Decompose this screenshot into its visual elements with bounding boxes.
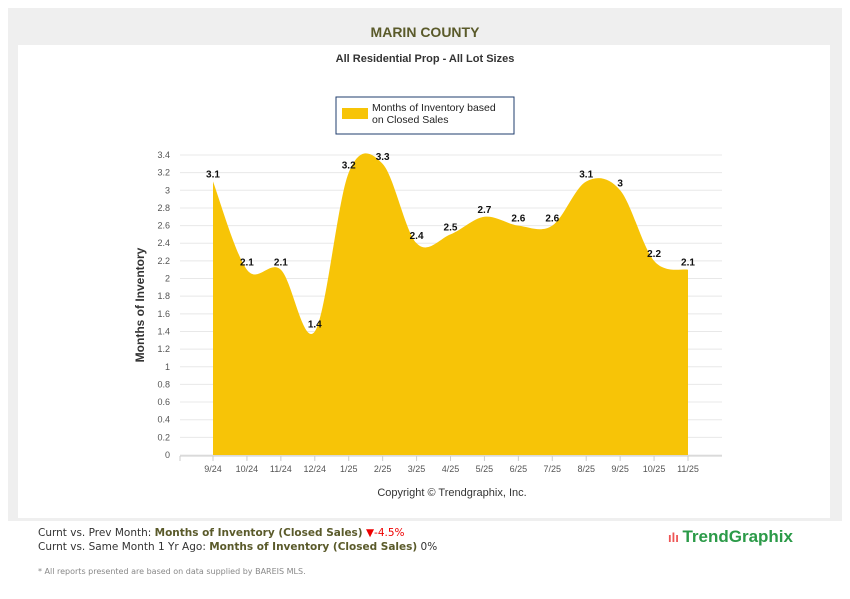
y-tick-label: 3.2 <box>157 168 170 178</box>
series-area <box>213 153 688 455</box>
legend-label: on Closed Sales <box>372 114 448 126</box>
label: Curnt vs. Prev Month: <box>38 527 155 539</box>
chart-subtitle: All Residential Prop - All Lot Sizes <box>335 53 515 65</box>
x-tick-label: 7/25 <box>544 464 562 474</box>
data-label: 2.1 <box>274 258 288 269</box>
y-tick-label: 3.4 <box>157 150 170 160</box>
bars-icon: ılı <box>668 530 683 545</box>
data-label: 2.4 <box>410 231 424 242</box>
data-label: 3 <box>617 178 623 189</box>
x-tick-label: 8/25 <box>577 464 595 474</box>
footer-line-1: Curnt vs. Prev Month: Months of Inventor… <box>38 527 405 539</box>
y-tick-label: 2.2 <box>157 256 170 266</box>
logo-text: TrendGraphix <box>682 527 793 546</box>
change-value: -4.5% <box>374 527 405 539</box>
y-tick-label: 2.6 <box>157 221 170 231</box>
y-tick-label: 2 <box>165 274 170 284</box>
x-tick-label: 11/25 <box>677 464 699 474</box>
x-tick-label: 9/25 <box>611 464 629 474</box>
y-tick-label: 0.4 <box>157 415 170 425</box>
data-label: 3.1 <box>206 169 220 180</box>
x-tick-label: 3/25 <box>408 464 426 474</box>
y-tick-label: 1.4 <box>157 326 170 336</box>
change-value: 0% <box>420 541 438 553</box>
y-tick-label: 0 <box>165 450 170 460</box>
y-tick-label: 1.8 <box>157 291 170 301</box>
label: Curnt vs. Same Month 1 Yr Ago: <box>38 541 210 553</box>
footer-line-2: Curnt vs. Same Month 1 Yr Ago: Months of… <box>38 541 437 553</box>
data-label: 3.2 <box>342 161 356 172</box>
x-tick-label: 1/25 <box>340 464 358 474</box>
down-triangle-icon: ▼ <box>365 527 375 539</box>
data-label: 2.2 <box>647 249 661 260</box>
x-tick-label: 4/25 <box>442 464 460 474</box>
legend-label: Months of Inventory based <box>372 102 496 114</box>
x-tick-label: 5/25 <box>476 464 494 474</box>
data-label: 1.4 <box>308 319 322 330</box>
y-tick-label: 0.6 <box>157 397 170 407</box>
x-tick-label: 12/24 <box>304 464 327 474</box>
y-tick-label: 3 <box>165 185 170 195</box>
y-tick-label: 1.6 <box>157 309 170 319</box>
data-label: 2.1 <box>681 258 695 269</box>
metric: Months of Inventory (Closed Sales) <box>154 527 363 539</box>
data-label: 2.6 <box>511 214 525 225</box>
data-label: 3.1 <box>579 169 593 180</box>
y-tick-label: 2.4 <box>157 238 170 248</box>
x-tick-label: 9/24 <box>204 464 222 474</box>
chart-title: MARIN COUNTY <box>370 24 480 40</box>
data-label: 2.5 <box>444 222 458 233</box>
x-tick-label: 10/25 <box>643 464 666 474</box>
x-tick-label: 6/25 <box>510 464 528 474</box>
y-tick-label: 2.8 <box>157 203 170 213</box>
x-tick-label: 11/24 <box>270 464 292 474</box>
data-label: 2.6 <box>545 214 559 225</box>
legend-swatch <box>342 108 368 119</box>
copyright-text: Copyright © Trendgraphix, Inc. <box>377 487 526 499</box>
data-label: 2.1 <box>240 258 254 269</box>
data-label: 3.3 <box>376 152 390 163</box>
y-tick-label: 0.2 <box>157 432 170 442</box>
x-tick-label: 10/24 <box>236 464 259 474</box>
trendgraphix-logo: ılı TrendGraphix <box>668 527 793 547</box>
data-note: * All reports presented are based on dat… <box>38 567 306 576</box>
y-axis-title: Months of Inventory <box>133 247 147 362</box>
metric: Months of Inventory (Closed Sales) <box>209 541 418 553</box>
x-tick-label: 2/25 <box>374 464 392 474</box>
y-tick-label: 1 <box>165 362 170 372</box>
y-tick-label: 1.2 <box>157 344 170 354</box>
y-tick-label: 0.8 <box>157 379 170 389</box>
data-label: 2.7 <box>477 205 491 216</box>
